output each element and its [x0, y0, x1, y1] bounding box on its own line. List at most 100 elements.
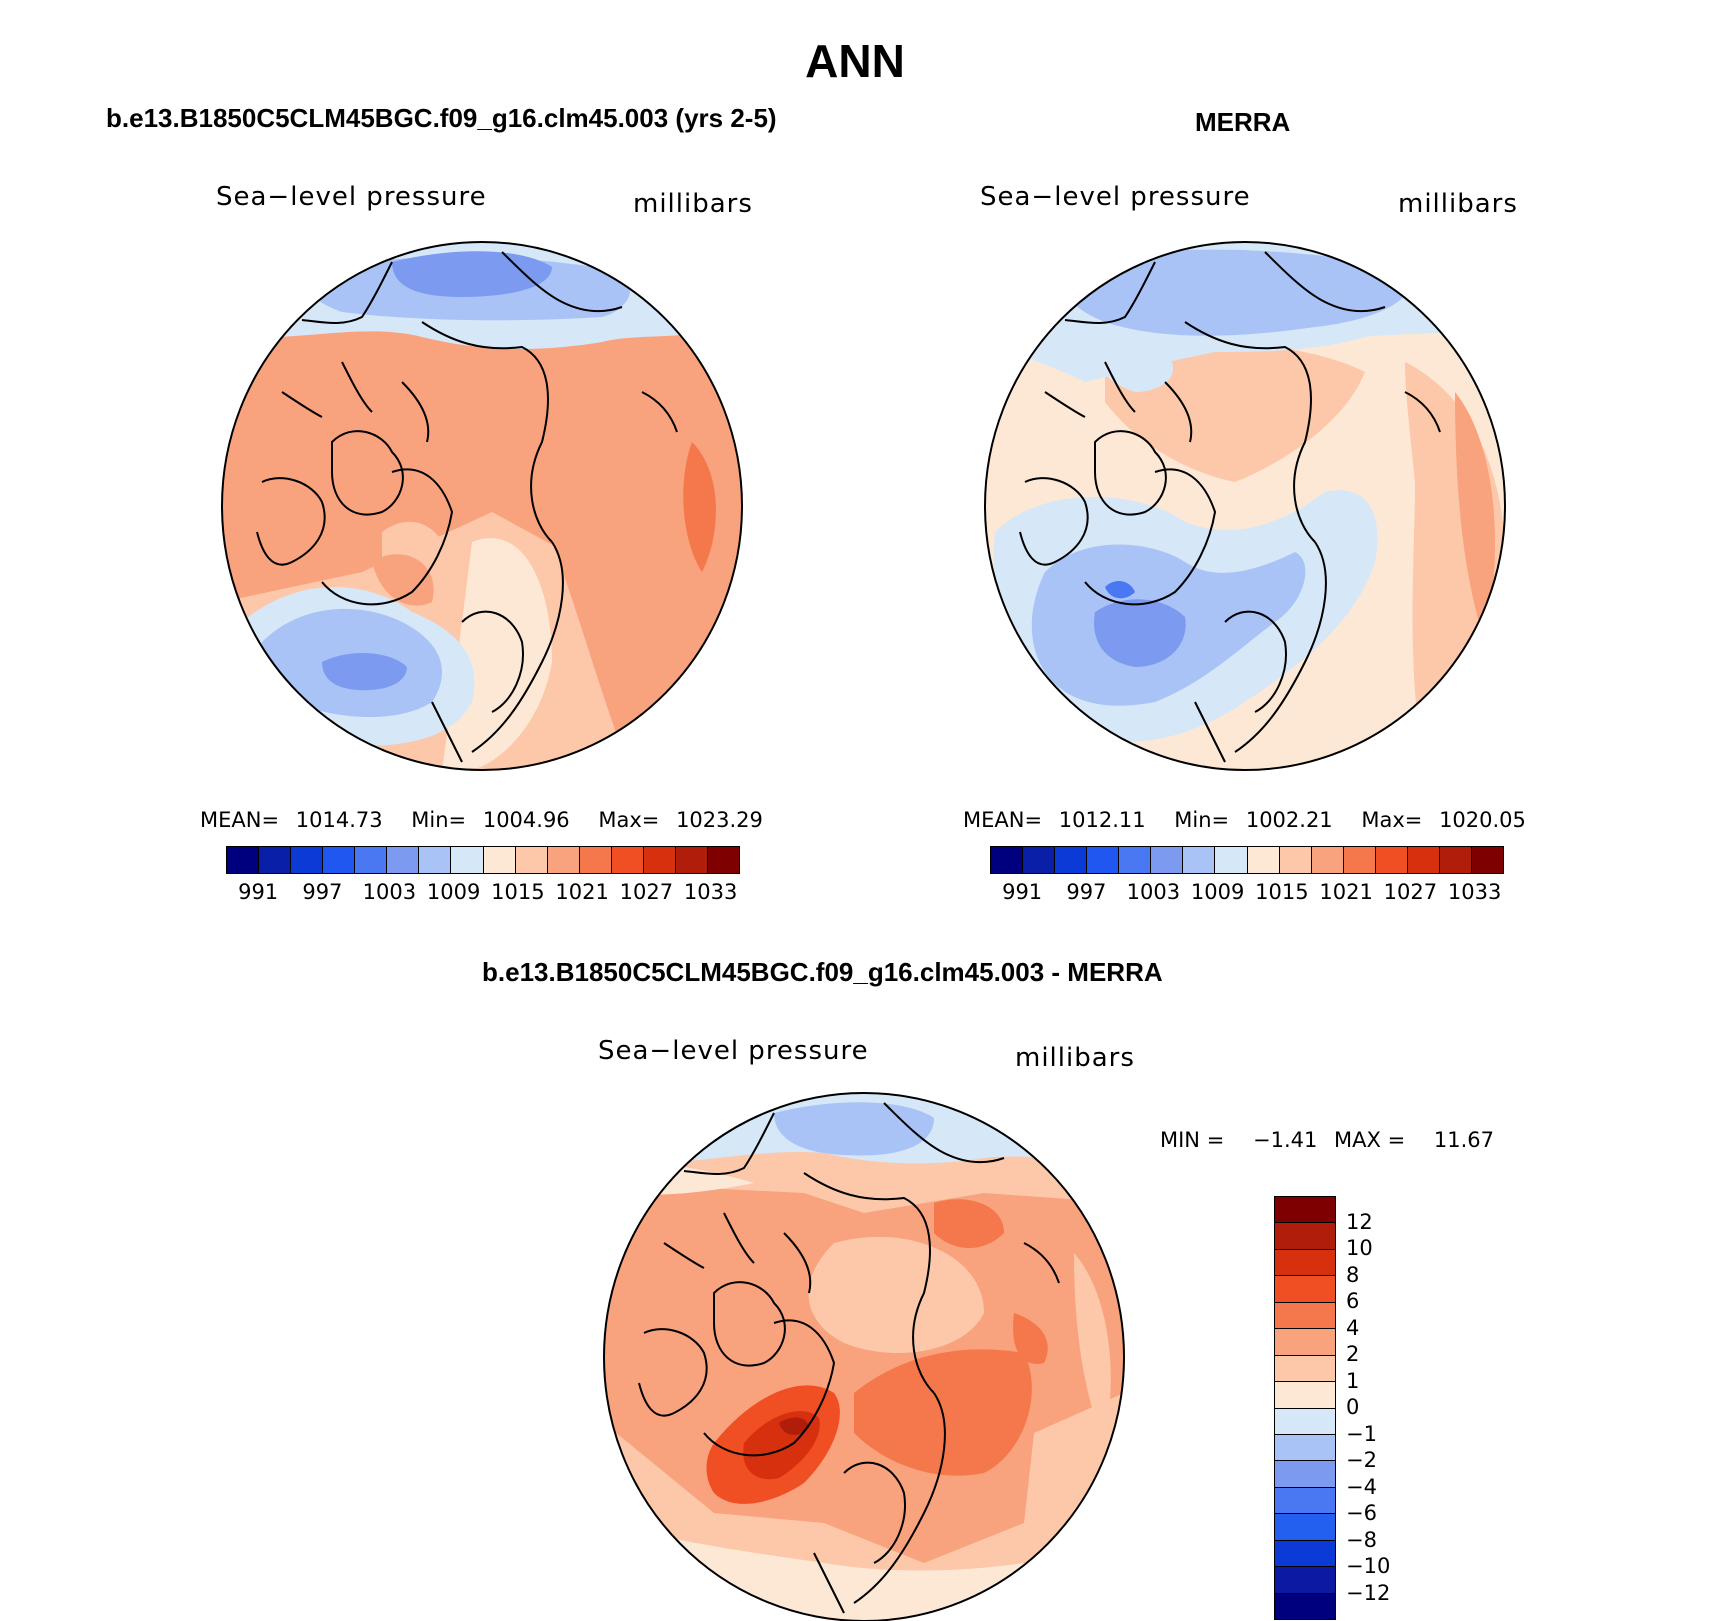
- model-variable-label: Sea−level pressure: [216, 182, 487, 212]
- diff-colorbar-box: [1275, 1540, 1335, 1568]
- obs-colorbar-box: [991, 847, 1024, 873]
- obs-mean-value: 1012.11: [1058, 808, 1146, 832]
- obs-stats: MEAN= 1012.11 Min= 1002.21 Max= 1020.05: [963, 808, 1526, 832]
- diff-colorbar-box: [1275, 1223, 1335, 1250]
- model-colorbar-tick-label: 997: [302, 880, 343, 904]
- obs-max-label: Max=: [1361, 808, 1423, 832]
- model-colorbar-tick-label: 1015: [491, 880, 545, 904]
- obs-colorbar-box: [1439, 847, 1472, 873]
- diff-colorbar-box: [1275, 1408, 1335, 1435]
- diff-colorbar-tick-label: −10: [1346, 1554, 1391, 1578]
- model-units-label: millibars: [633, 189, 753, 219]
- obs-units-label: millibars: [1398, 189, 1518, 219]
- diff-colorbar-tick-label: 10: [1346, 1236, 1373, 1260]
- model-colorbar-tick-label: 1009: [426, 880, 481, 904]
- diff-colorbar-box: [1275, 1329, 1335, 1356]
- obs-colorbar-box: [1311, 847, 1344, 873]
- diff-panel-title: b.e13.B1850C5CLM45BGC.f09_g16.clm45.003 …: [482, 957, 1163, 987]
- model-colorbar-box: [547, 847, 580, 873]
- diff-colorbar-box: [1275, 1382, 1335, 1409]
- obs-colorbar-box: [1023, 847, 1056, 873]
- obs-colorbar-box: [1471, 847, 1503, 873]
- model-max-value: 1023.29: [676, 808, 763, 832]
- obs-colorbar-tick-label: 1033: [1447, 880, 1502, 904]
- diff-colorbar-box: [1275, 1276, 1335, 1303]
- diff-colorbar-box: [1275, 1593, 1335, 1619]
- model-colorbar-tick-label: 1033: [683, 880, 738, 904]
- diff-colorbar-box: [1275, 1487, 1335, 1515]
- obs-colorbar-tick-label: 997: [1066, 880, 1107, 904]
- obs-colorbar-tick-label: 1003: [1126, 880, 1181, 904]
- obs-colorbar-tick-label: 991: [1002, 880, 1043, 904]
- model-mean-value: 1014.73: [295, 808, 383, 832]
- diff-colorbar-tick-label: −8: [1346, 1527, 1377, 1552]
- obs-colorbar-box: [1407, 847, 1440, 873]
- model-colorbar-box: [387, 847, 420, 873]
- model-max-label: Max=: [598, 808, 660, 832]
- model-colorbar-tick-label: 1027: [619, 880, 674, 904]
- model-colorbar-box: [451, 847, 484, 873]
- model-colorbar-box: [611, 847, 644, 873]
- obs-colorbar-box: [1375, 847, 1408, 873]
- obs-min-value: 1002.21: [1245, 808, 1333, 832]
- diff-max-value: 11.67: [1433, 1128, 1494, 1152]
- obs-max-value: 1020.05: [1439, 808, 1526, 832]
- obs-panel-title: MERRA: [1195, 107, 1291, 137]
- obs-colorbar-box: [1087, 847, 1120, 873]
- model-colorbar-box: [707, 847, 739, 873]
- diff-colorbar-box: [1275, 1434, 1335, 1462]
- diff-colorbar: [1274, 1196, 1336, 1620]
- model-colorbar-box: [323, 847, 356, 873]
- model-panel-title: b.e13.B1850C5CLM45BGC.f09_g16.clm45.003 …: [106, 103, 777, 133]
- diff-colorbar-tick-label: 0: [1346, 1395, 1360, 1419]
- diff-units-label: millibars: [1015, 1043, 1135, 1073]
- obs-mean-label: MEAN=: [963, 808, 1043, 832]
- diff-variable-label: Sea−level pressure: [598, 1036, 869, 1066]
- model-min-label: Min=: [411, 808, 467, 832]
- model-colorbar-box: [227, 847, 260, 873]
- diff-min-value: −1.41: [1252, 1128, 1318, 1152]
- diff-colorbar-tick-label: 12: [1346, 1209, 1373, 1234]
- obs-colorbar-box: [1343, 847, 1376, 873]
- diff-colorbar-box: [1275, 1249, 1335, 1277]
- model-colorbar-ticks: 991 997 1003 1009 1015 1021 1027 1033: [226, 880, 740, 906]
- model-colorbar-box: [579, 847, 612, 873]
- diff-polar-map: [603, 1092, 1125, 1621]
- model-colorbar-box: [355, 847, 388, 873]
- model-stats: MEAN= 1014.73 Min= 1004.96 Max= 1023.29: [200, 808, 763, 832]
- model-colorbar-tick-label: 1003: [362, 880, 417, 904]
- obs-colorbar-ticks: 991 997 1003 1009 1015 1021 1027 1033: [990, 880, 1504, 906]
- obs-colorbar-box: [1247, 847, 1280, 873]
- obs-colorbar: [990, 846, 1504, 874]
- diff-colorbar-tick-label: −4: [1346, 1474, 1377, 1499]
- obs-colorbar-tick-label: 1009: [1190, 880, 1245, 904]
- model-mean-label: MEAN=: [200, 808, 280, 832]
- diff-colorbar-box: [1275, 1355, 1335, 1383]
- diff-colorbar-box: [1275, 1567, 1335, 1594]
- diff-colorbar-tick-label: 4: [1346, 1315, 1360, 1340]
- model-colorbar-box: [291, 847, 324, 873]
- obs-colorbar-tick-label: 1015: [1255, 880, 1309, 904]
- model-min-value: 1004.96: [482, 808, 570, 832]
- page-title: ANN: [805, 35, 905, 87]
- diff-colorbar-tick-label: −1: [1346, 1421, 1377, 1446]
- diff-colorbar-tick-label: −2: [1346, 1448, 1377, 1472]
- diff-colorbar-tick-label: 6: [1346, 1289, 1360, 1313]
- diff-stats: MIN = −1.41 MAX = 11.67: [1160, 1128, 1494, 1152]
- diff-colorbar-tick-label: 2: [1346, 1342, 1360, 1366]
- diff-colorbar-tick-label: −6: [1346, 1501, 1377, 1525]
- obs-colorbar-tick-label: 1021: [1319, 880, 1373, 904]
- model-colorbar-tick-label: 1021: [555, 880, 609, 904]
- diff-colorbar-tick-label: 1: [1346, 1368, 1360, 1393]
- obs-min-label: Min=: [1174, 808, 1230, 832]
- diff-max-label: MAX =: [1334, 1128, 1406, 1152]
- obs-colorbar-box: [1119, 847, 1152, 873]
- model-colorbar-tick-label: 991: [238, 880, 279, 904]
- model-colorbar-box: [515, 847, 548, 873]
- obs-colorbar-box: [1151, 847, 1184, 873]
- diff-colorbar-box: [1275, 1514, 1335, 1541]
- model-colorbar-box: [643, 847, 676, 873]
- model-colorbar-box: [483, 847, 516, 873]
- model-colorbar-box: [675, 847, 708, 873]
- diff-colorbar-box: [1275, 1197, 1335, 1224]
